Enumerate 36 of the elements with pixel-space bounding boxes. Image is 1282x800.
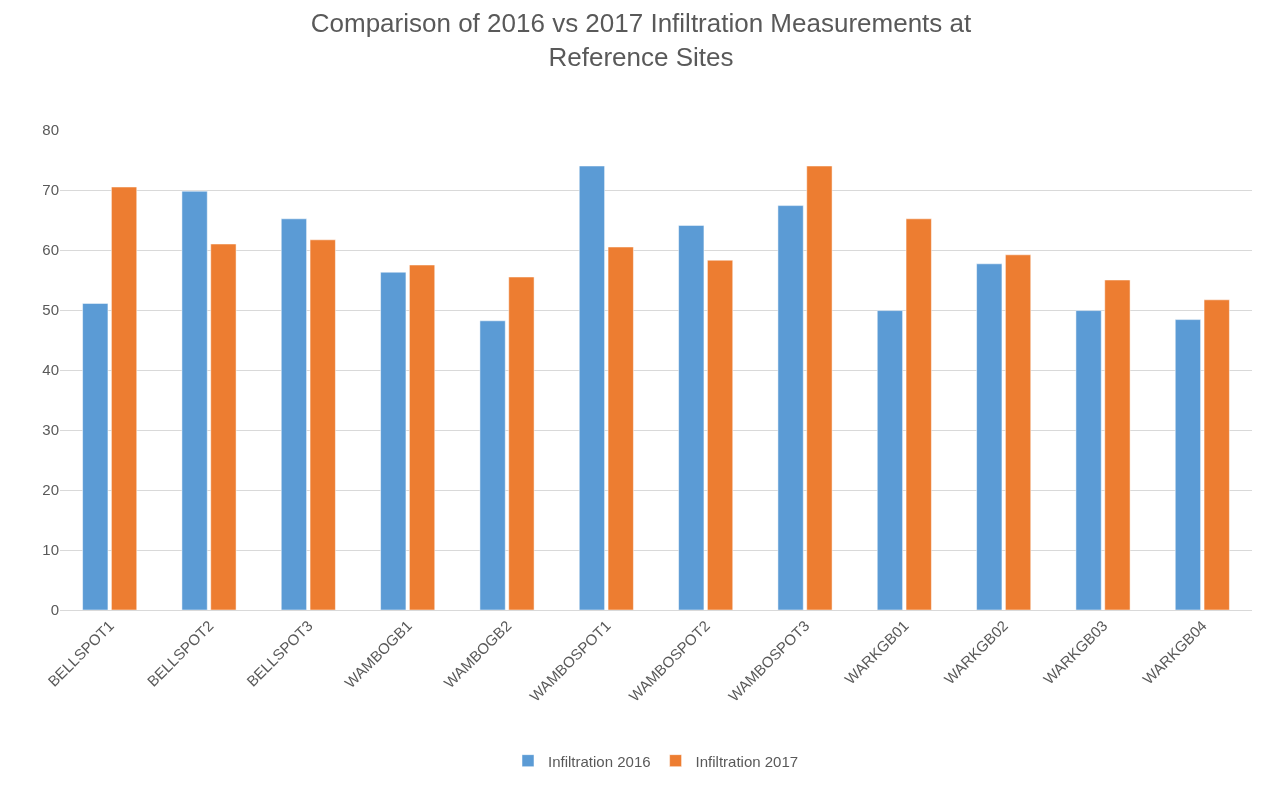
y-tick-label: 0 xyxy=(50,601,59,619)
legend-label: Infiltration 2017 xyxy=(695,752,799,770)
bar xyxy=(409,264,435,610)
bar xyxy=(678,225,705,610)
bar xyxy=(380,271,407,610)
bar xyxy=(82,303,109,610)
y-tick-label: 80 xyxy=(42,121,59,139)
bar xyxy=(1005,254,1031,610)
y-tick-label: 60 xyxy=(42,241,59,259)
bar xyxy=(1104,279,1131,610)
bar xyxy=(508,276,535,610)
y-tick-label: 40 xyxy=(42,361,59,379)
bar xyxy=(777,205,804,610)
chart-title: Comparison of 2016 vs 2017 Infiltration Measurements at Reference Sites xyxy=(310,8,972,72)
bar xyxy=(1175,319,1201,610)
bar xyxy=(111,186,137,610)
bar xyxy=(1203,299,1230,610)
bar xyxy=(281,218,307,610)
bar xyxy=(210,243,237,610)
bar xyxy=(877,310,903,610)
bar xyxy=(607,246,634,610)
y-tick-label: 70 xyxy=(42,181,59,199)
y-tick-label: 20 xyxy=(42,481,59,499)
legend-label: Infiltration 2016 xyxy=(548,752,651,770)
y-tick-label: 10 xyxy=(42,541,59,559)
bar xyxy=(1075,310,1102,610)
bar xyxy=(579,165,605,610)
bar xyxy=(905,218,932,610)
bar xyxy=(309,239,336,610)
bar xyxy=(806,165,833,610)
y-tick-label: 50 xyxy=(42,301,59,319)
bar xyxy=(976,263,1003,610)
bar xyxy=(479,320,506,610)
bar xyxy=(181,190,208,610)
bar xyxy=(707,259,733,610)
y-tick-label: 30 xyxy=(42,421,59,439)
